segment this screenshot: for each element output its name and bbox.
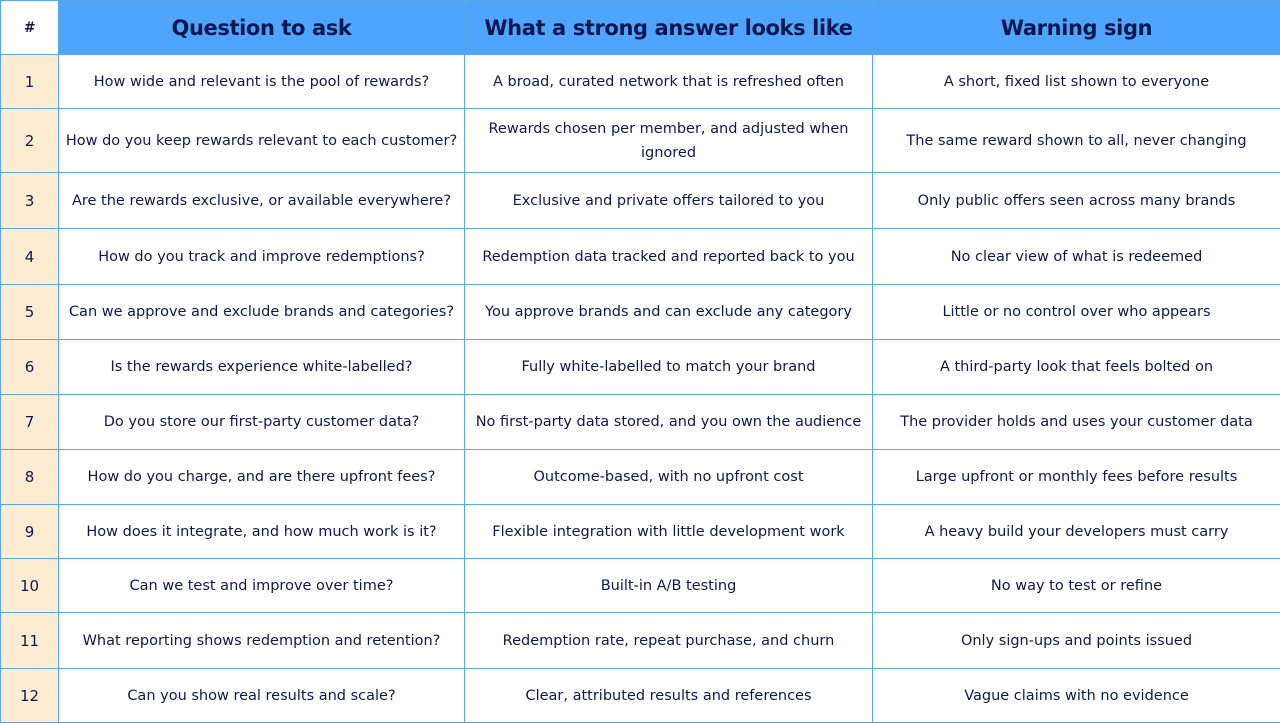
question-cell: What reporting shows redemption and rete… [59, 613, 465, 669]
table-row: 4 How do you track and improve redemptio… [1, 229, 1280, 285]
question-cell: How do you track and improve redemptions… [59, 229, 465, 285]
row-number: 12 [1, 669, 59, 723]
strong-answer-cell: No first-party data stored, and you own … [465, 395, 873, 450]
warning-sign-cell: The provider holds and uses your custome… [873, 395, 1280, 450]
table-row: 6 Is the rewards experience white-labell… [1, 340, 1280, 395]
table-row: 10 Can we test and improve over time? Bu… [1, 559, 1280, 613]
strong-answer-cell: Fully white-labelled to match your brand [465, 340, 873, 395]
strong-answer-cell: Redemption data tracked and reported bac… [465, 229, 873, 285]
strong-answer-cell: Built-in A/B testing [465, 559, 873, 613]
warning-sign-cell: Large upfront or monthly fees before res… [873, 450, 1280, 505]
table-row: 7 Do you store our first-party customer … [1, 395, 1280, 450]
table-row: 1 How wide and relevant is the pool of r… [1, 55, 1280, 109]
table-row: 8 How do you charge, and are there upfro… [1, 450, 1280, 505]
header-question: Question to ask [59, 1, 465, 55]
warning-sign-cell: Only public offers seen across many bran… [873, 173, 1280, 229]
question-cell: Can you show real results and scale? [59, 669, 465, 723]
strong-answer-cell: Outcome-based, with no upfront cost [465, 450, 873, 505]
question-cell: Can we test and improve over time? [59, 559, 465, 613]
strong-answer-cell: Flexible integration with little develop… [465, 505, 873, 559]
question-cell: How do you charge, and are there upfront… [59, 450, 465, 505]
question-cell: How wide and relevant is the pool of rew… [59, 55, 465, 109]
strong-answer-cell: A broad, curated network that is refresh… [465, 55, 873, 109]
question-cell: Are the rewards exclusive, or available … [59, 173, 465, 229]
warning-sign-cell: A short, fixed list shown to everyone [873, 55, 1280, 109]
warning-sign-cell: Only sign-ups and points issued [873, 613, 1280, 669]
row-number: 2 [1, 109, 59, 173]
header-number: # [1, 1, 59, 55]
warning-sign-cell: Little or no control over who appears [873, 285, 1280, 340]
row-number: 9 [1, 505, 59, 559]
row-number: 1 [1, 55, 59, 109]
warning-sign-cell: A third-party look that feels bolted on [873, 340, 1280, 395]
row-number: 3 [1, 173, 59, 229]
warning-sign-cell: A heavy build your developers must carry [873, 505, 1280, 559]
question-cell: Can we approve and exclude brands and ca… [59, 285, 465, 340]
header-strong-answer: What a strong answer looks like [465, 1, 873, 55]
warning-sign-cell: Vague claims with no evidence [873, 669, 1280, 723]
warning-sign-cell: No clear view of what is redeemed [873, 229, 1280, 285]
strong-answer-cell: Exclusive and private offers tailored to… [465, 173, 873, 229]
row-number: 4 [1, 229, 59, 285]
header-row: # Question to ask What a strong answer l… [1, 1, 1280, 55]
warning-sign-cell: No way to test or refine [873, 559, 1280, 613]
strong-answer-cell: Redemption rate, repeat purchase, and ch… [465, 613, 873, 669]
strong-answer-cell: You approve brands and can exclude any c… [465, 285, 873, 340]
strong-answer-cell: Clear, attributed results and references [465, 669, 873, 723]
row-number: 8 [1, 450, 59, 505]
warning-sign-cell: The same reward shown to all, never chan… [873, 109, 1280, 173]
table-row: 9 How does it integrate, and how much wo… [1, 505, 1280, 559]
table-row: 11 What reporting shows redemption and r… [1, 613, 1280, 669]
row-number: 7 [1, 395, 59, 450]
table-row: 2 How do you keep rewards relevant to ea… [1, 109, 1280, 173]
table-row: 5 Can we approve and exclude brands and … [1, 285, 1280, 340]
strong-answer-cell: Rewards chosen per member, and adjusted … [465, 109, 873, 173]
question-cell: How do you keep rewards relevant to each… [59, 109, 465, 173]
row-number: 11 [1, 613, 59, 669]
table-row: 12 Can you show real results and scale? … [1, 669, 1280, 723]
row-number: 10 [1, 559, 59, 613]
question-cell: How does it integrate, and how much work… [59, 505, 465, 559]
table-row: 3 Are the rewards exclusive, or availabl… [1, 173, 1280, 229]
question-cell: Is the rewards experience white-labelled… [59, 340, 465, 395]
question-cell: Do you store our first-party customer da… [59, 395, 465, 450]
row-number: 5 [1, 285, 59, 340]
header-warning-sign: Warning sign [873, 1, 1280, 55]
row-number: 6 [1, 340, 59, 395]
